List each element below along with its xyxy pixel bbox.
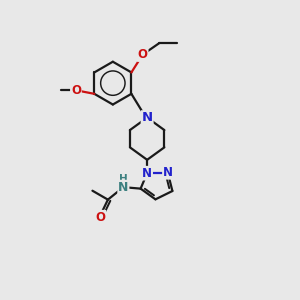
Text: N: N	[142, 111, 153, 124]
Text: N: N	[163, 166, 173, 179]
Text: O: O	[138, 48, 148, 61]
Text: N: N	[142, 167, 152, 180]
Text: H: H	[119, 175, 128, 184]
Text: O: O	[71, 84, 81, 97]
Text: O: O	[95, 211, 106, 224]
Text: N: N	[118, 181, 128, 194]
